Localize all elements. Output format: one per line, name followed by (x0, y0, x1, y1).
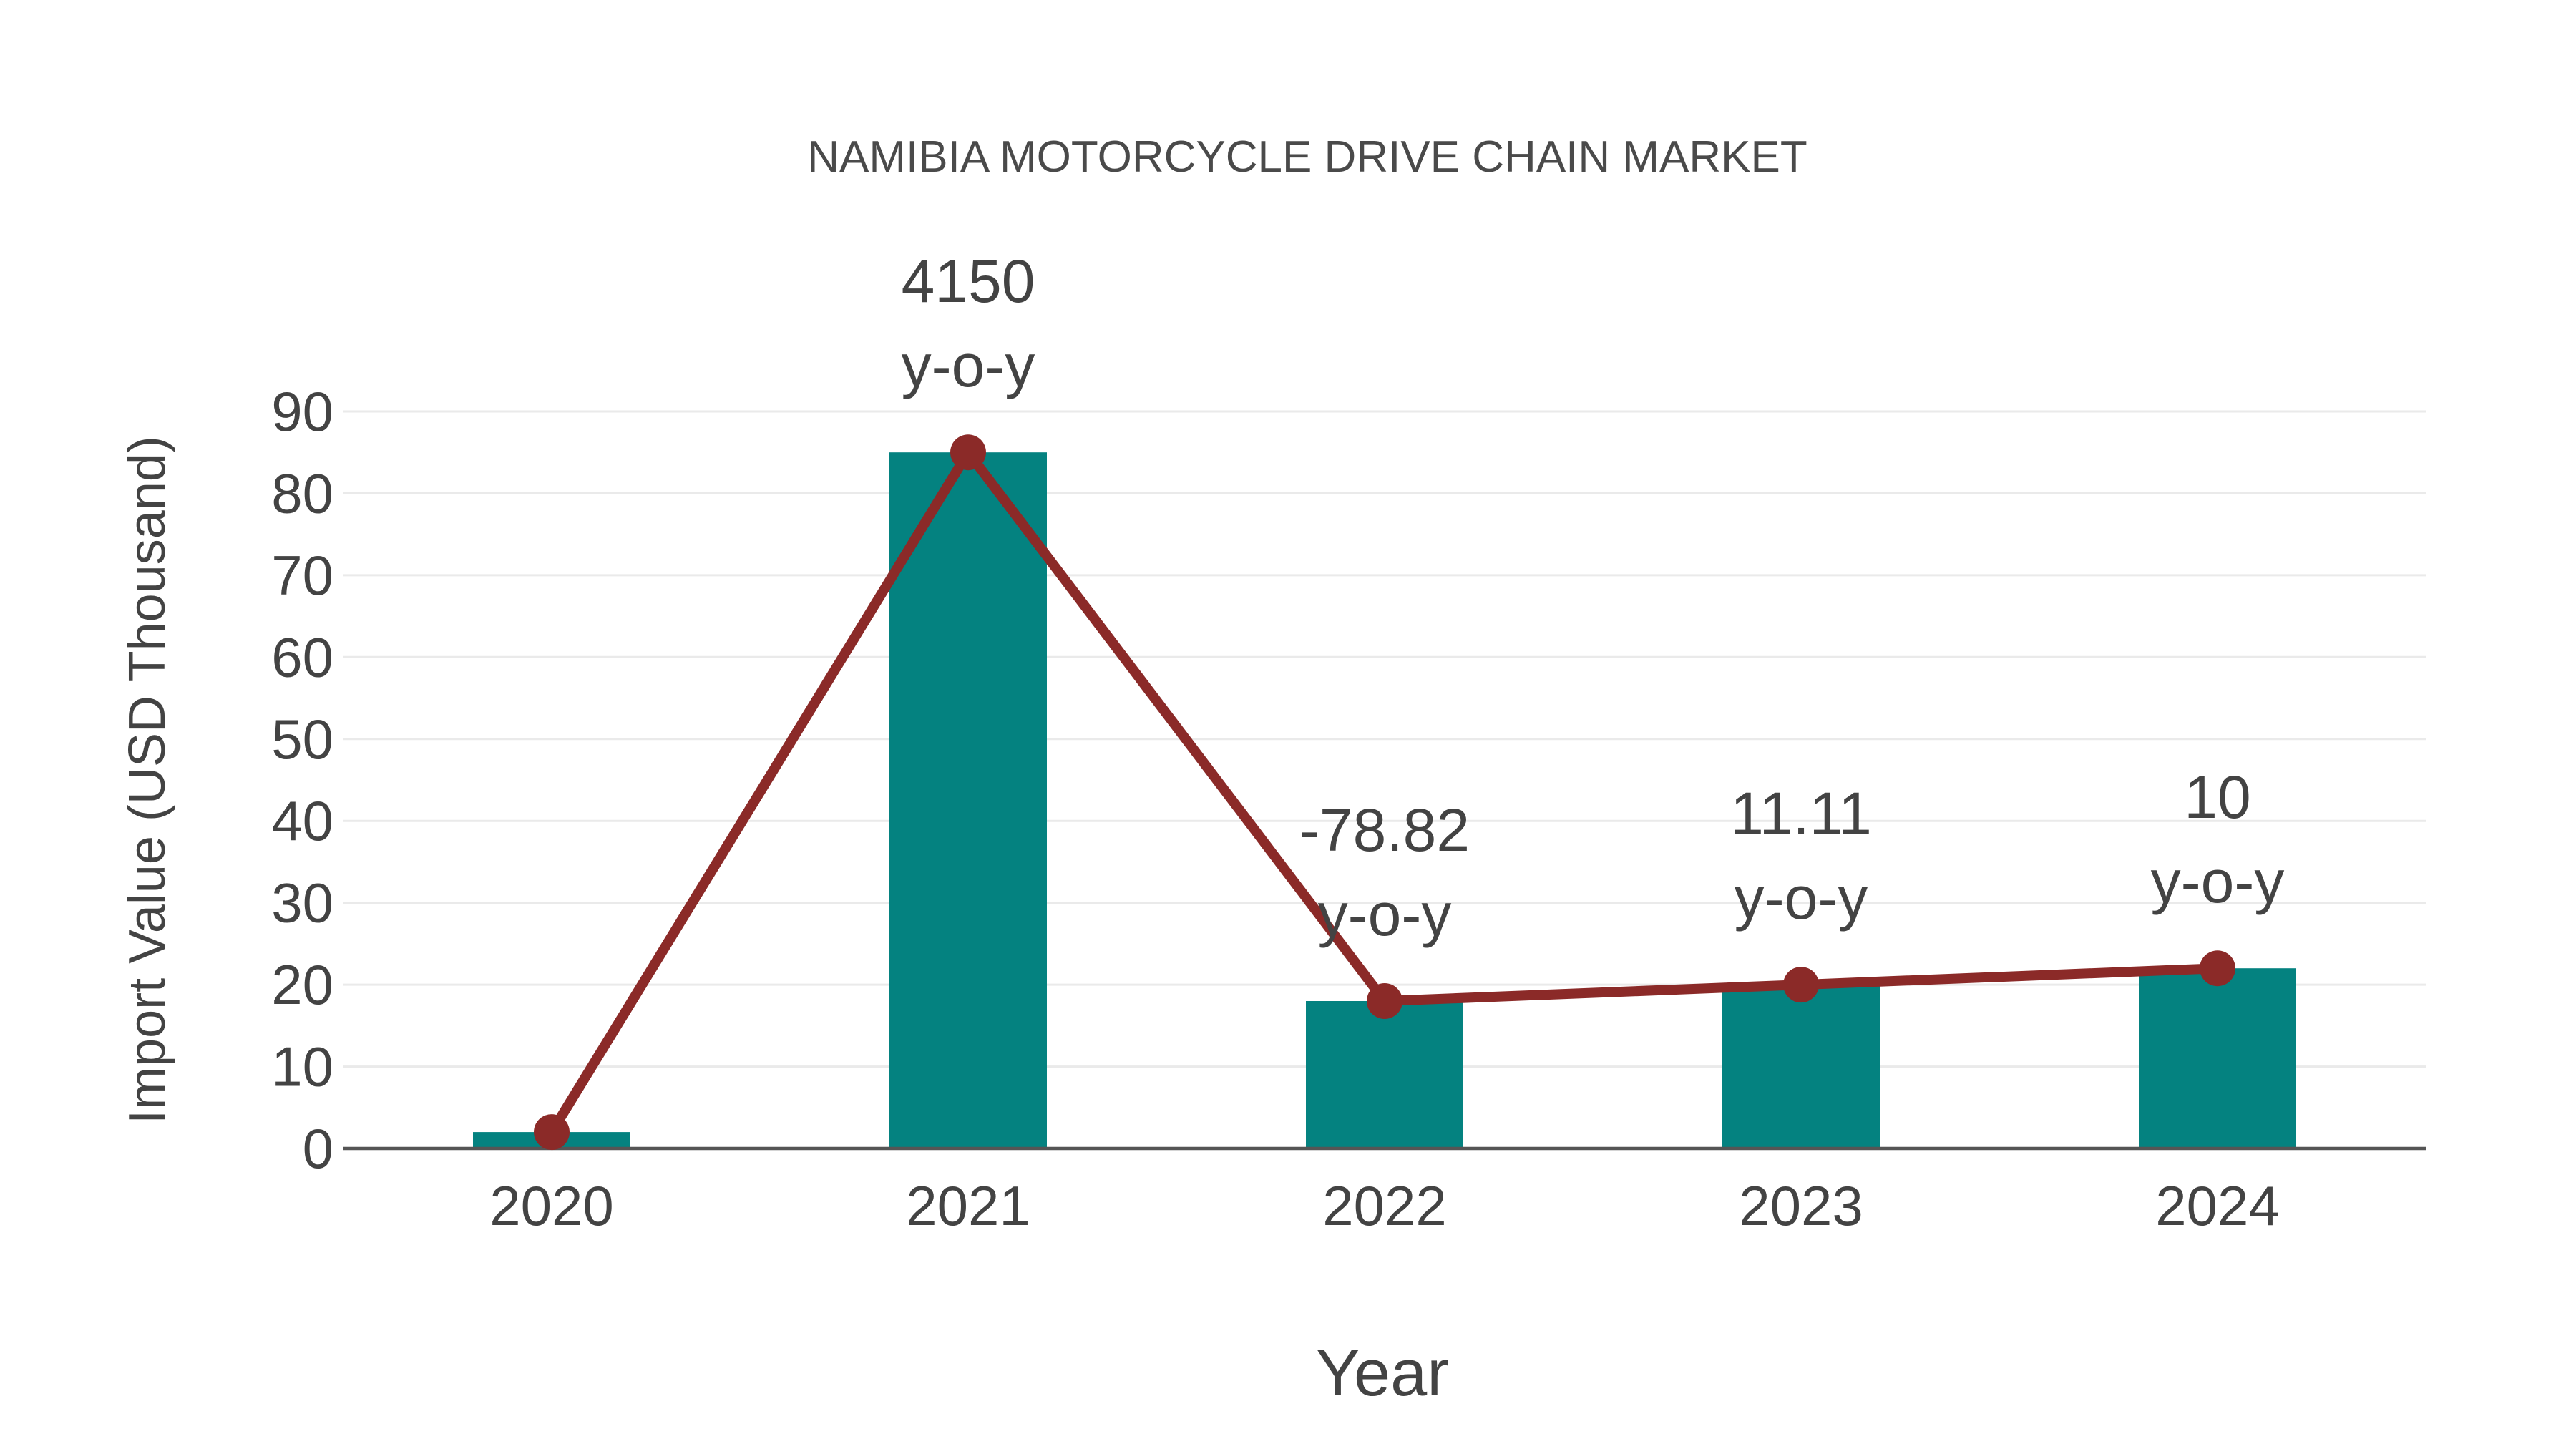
y-tick-label-0: 0 (303, 1117, 333, 1180)
y-tick-label-90: 90 (271, 380, 333, 443)
annotation-2021-value: 4150 (902, 248, 1035, 315)
annotation-2022-value: -78.82 (1299, 796, 1470, 864)
x-tick-label-2023: 2023 (1739, 1174, 1863, 1237)
y-tick-label-20: 20 (271, 953, 333, 1016)
x-tick-label-2022: 2022 (1322, 1174, 1447, 1237)
bar-2024 (2139, 968, 2296, 1148)
y-tick-label-40: 40 (271, 789, 333, 852)
data-point-2020 (534, 1114, 570, 1151)
y-tick-label-80: 80 (271, 462, 333, 525)
y-axis-tick-labels: 0 10 20 30 40 50 60 70 80 90 (271, 380, 333, 1180)
annotation-2021-label: y-o-y (902, 332, 1035, 399)
bar-2021 (889, 452, 1047, 1148)
y-tick-label-30: 30 (271, 872, 333, 935)
x-tick-label-2021: 2021 (906, 1174, 1030, 1237)
bar-series (473, 452, 2296, 1148)
annotation-2024-label: y-o-y (2151, 848, 2285, 915)
y-tick-label-60: 60 (271, 625, 333, 688)
data-point-2023 (1783, 967, 1819, 1003)
x-tick-label-2024: 2024 (2155, 1174, 2280, 1237)
y-tick-label-70: 70 (271, 544, 333, 607)
y-axis-title: Import Value (USD Thousand) (119, 436, 176, 1124)
annotation-2023-value: 11.11 (1730, 780, 1872, 847)
x-axis-tick-labels: 2020 2021 2022 2023 2024 (489, 1174, 2280, 1237)
bar-2023 (1722, 985, 1880, 1148)
bar-2022 (1306, 1001, 1463, 1148)
annotations: 4150 y-o-y -78.82 y-o-y 11.11 y-o-y 10 y-o-y (902, 248, 2285, 948)
annotation-2023-label: y-o-y (1735, 864, 1868, 932)
line-series (534, 434, 2235, 1151)
chart-title: NAMIBIA MOTORCYCLE DRIVE CHAIN MARKET (807, 132, 1807, 182)
x-axis-title: Year (1316, 1337, 1449, 1410)
annotation-2024-value: 10 (2184, 763, 2250, 831)
data-point-2024 (2200, 950, 2235, 987)
y-tick-label-50: 50 (271, 708, 333, 771)
y-tick-label-10: 10 (271, 1035, 333, 1098)
x-tick-label-2020: 2020 (489, 1174, 614, 1237)
data-point-2021 (950, 434, 986, 471)
data-point-2022 (1367, 983, 1402, 1019)
annotation-2022-label: y-o-y (1318, 881, 1452, 948)
